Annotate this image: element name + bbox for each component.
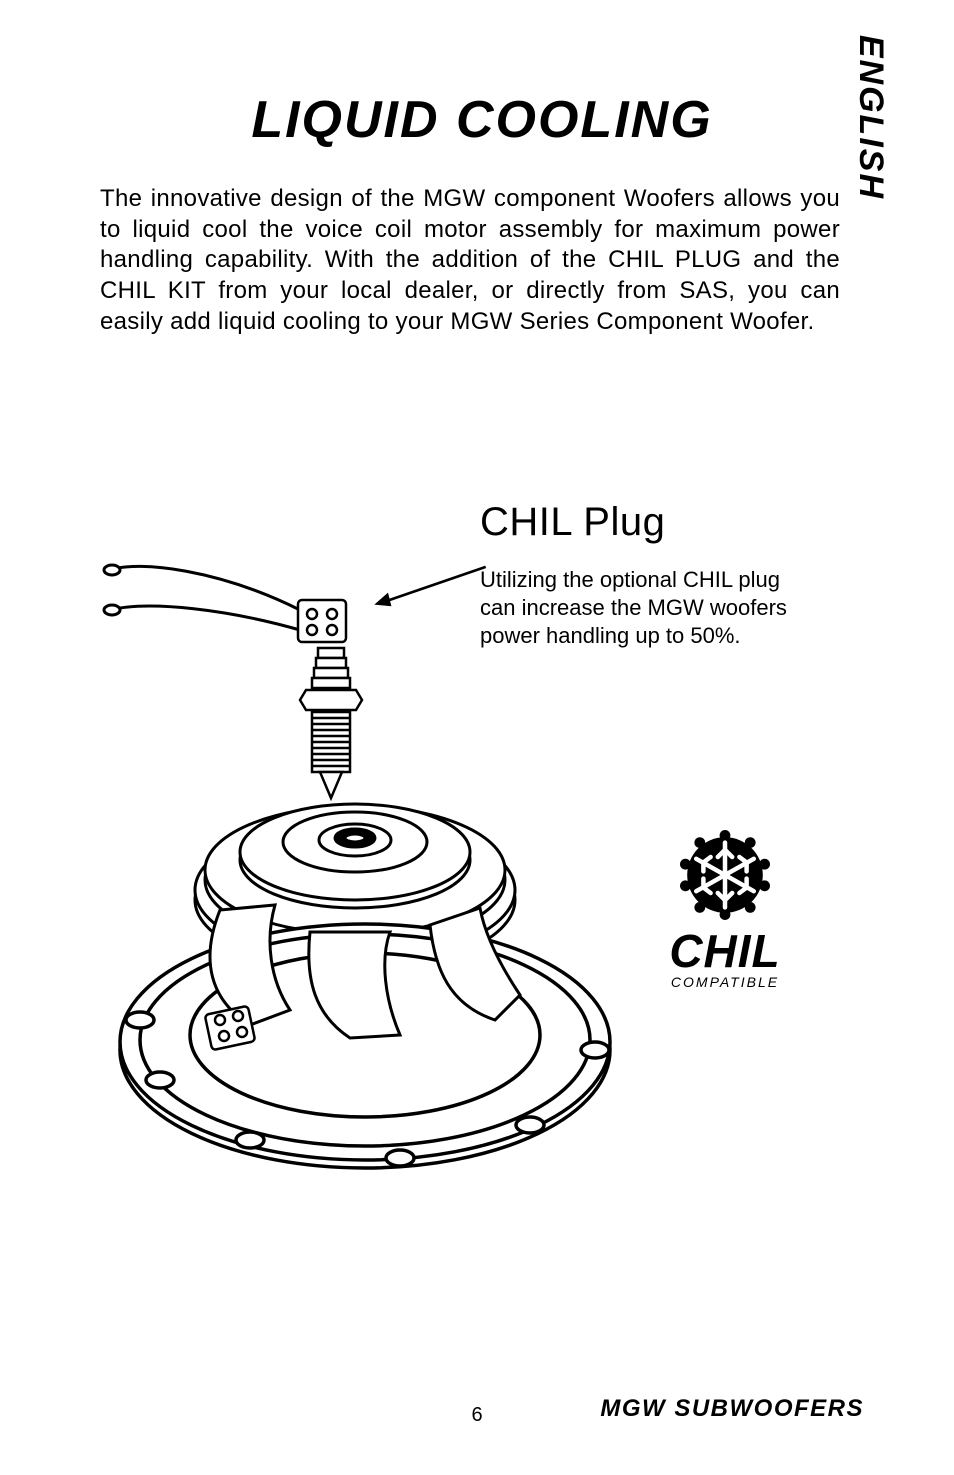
page: LIQUID COOLING ENGLISH The innovative de… — [0, 0, 954, 1475]
callout-title: CHIL Plug — [480, 500, 665, 545]
footer-brand: MGW SUBWOOFERS — [600, 1395, 864, 1423]
language-tab: ENGLISH — [851, 35, 890, 200]
chil-logo-sub: COMPATIBLE — [640, 974, 810, 990]
chil-logo-word: CHIL — [640, 931, 810, 972]
chil-logo: CHIL COMPATIBLE — [640, 830, 810, 990]
intro-paragraph: The innovative design of the MGW compone… — [100, 184, 840, 338]
woofer-illustration — [100, 540, 620, 1180]
snowflake-icon — [680, 830, 770, 920]
diagram-area: CHIL Plug Utilizing the optional CHIL pl… — [100, 500, 860, 1220]
page-title: LIQUID COOLING — [100, 90, 864, 150]
